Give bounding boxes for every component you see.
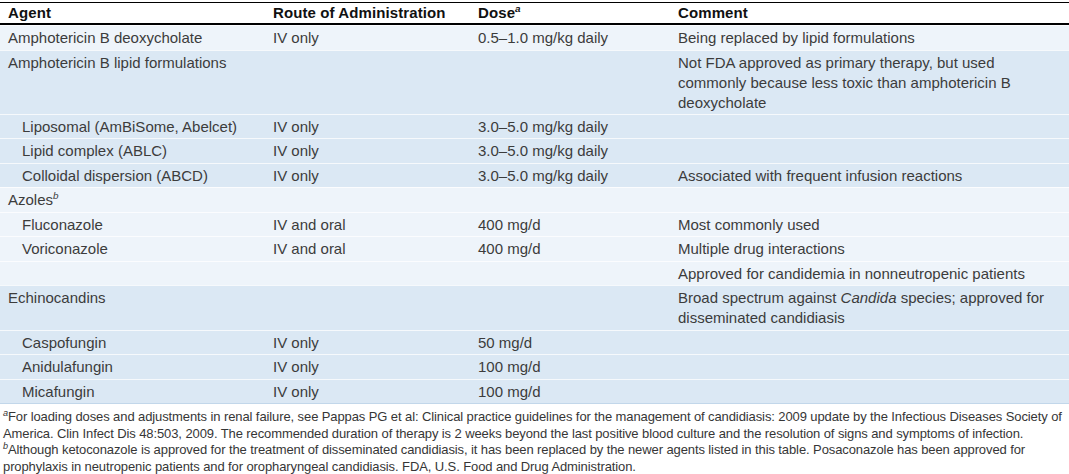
column-header-route: Route of Administration [273,4,478,22]
comment-text: Broad spectrum against [678,289,841,306]
dose-footnote-marker: a [515,3,521,14]
route-cell: IV only [273,163,478,188]
table-row-azoles: Azolesb [0,187,1069,212]
agent-cell: Amphotericin B deoxycholate [0,25,273,50]
route-cell: IV and oral [273,212,478,237]
route-cell: IV only [273,379,478,404]
agent-cell [0,261,273,286]
table-row-fluconazole: Fluconazole IV and oral 400 mg/d Most co… [0,212,1069,237]
agent-cell: Lipid complex (ABLC) [0,138,273,163]
footnote-b-text: Although ketoconazole is approved for th… [3,442,1025,474]
table-header-row: Agent Route of Administration Dosea Comm… [0,2,1069,25]
agent-cell: Micafungin [0,379,273,404]
route-cell [273,285,478,330]
candida-italic-text: Candida [841,289,897,306]
footnote-a-text: For loading doses and adjustments in ren… [3,409,1062,441]
table-row-colloidal-dispersion: Colloidal dispersion (ABCD) IV only 3.0–… [0,163,1069,188]
agent-cell: Colloidal dispersion (ABCD) [0,163,273,188]
route-cell [273,50,478,114]
table-row-micafungin: Micafungin IV only 100 mg/d [0,379,1069,404]
table-row-liposomal: Liposomal (AmBiSome, Abelcet) IV only 3.… [0,114,1069,139]
dose-cell [478,261,678,286]
azoles-footnote-marker: b [53,190,59,201]
route-cell: IV and oral [273,236,478,261]
dose-cell: 400 mg/d [478,236,678,261]
dose-cell: 100 mg/d [478,379,678,404]
antifungal-agents-table-page: Agent Route of Administration Dosea Comm… [0,0,1069,474]
route-cell: IV only [273,138,478,163]
comment-cell: Multiple drug interactions [678,236,1069,261]
dose-header-label: Dose [478,4,515,21]
agent-cell: Amphotericin B lipid formulations [0,50,273,114]
comment-cell: Being replaced by lipid formulations [678,25,1069,50]
comment-cell [678,187,1069,212]
dose-cell: 3.0–5.0 mg/kg daily [478,114,678,139]
table-row-voriconazole-extra-comment: Approved for candidemia in nonneutropeni… [0,261,1069,286]
agent-label: Azoles [8,191,53,208]
route-cell: IV only [273,354,478,379]
column-header-comment: Comment [678,4,1069,22]
table-row-lipid-complex: Lipid complex (ABLC) IV only 3.0–5.0 mg/… [0,138,1069,163]
comment-cell [678,354,1069,379]
agent-cell: Anidulafungin [0,354,273,379]
column-header-agent: Agent [0,4,273,22]
route-cell [273,187,478,212]
route-cell: IV only [273,25,478,50]
agent-cell: Echinocandins [0,285,273,330]
table-row-amphotericin-b-lipid-formulations: Amphotericin B lipid formulations Not FD… [0,50,1069,114]
dose-cell: 400 mg/d [478,212,678,237]
route-cell [273,261,478,286]
table-row-voriconazole: Voriconazole IV and oral 400 mg/d Multip… [0,236,1069,261]
dose-cell: 3.0–5.0 mg/kg daily [478,163,678,188]
table-footnotes: aFor loading doses and adjustments in re… [0,404,1069,474]
route-cell: IV only [273,330,478,355]
dose-cell [478,187,678,212]
dose-cell [478,50,678,114]
dose-cell: 100 mg/d [478,354,678,379]
dose-cell: 3.0–5.0 mg/kg daily [478,138,678,163]
comment-cell [678,330,1069,355]
dose-cell [478,285,678,330]
comment-cell: Approved for candidemia in nonneutropeni… [678,261,1069,286]
table-row-caspofungin: Caspofungin IV only 50 mg/d [0,330,1069,355]
comment-cell [678,114,1069,139]
comment-cell: Not FDA approved as primary therapy, but… [678,50,1069,114]
dose-cell: 50 mg/d [478,330,678,355]
comment-cell: Most commonly used [678,212,1069,237]
agent-cell: Azolesb [0,187,273,212]
table-body: Amphotericin B deoxycholate IV only 0.5–… [0,25,1069,404]
agent-cell: Fluconazole [0,212,273,237]
comment-cell [678,379,1069,404]
comment-cell [678,138,1069,163]
comment-cell: Associated with frequent infusion reacti… [678,163,1069,188]
table-row-anidulafungin: Anidulafungin IV only 100 mg/d [0,354,1069,379]
route-cell: IV only [273,114,478,139]
comment-cell: Broad spectrum against Candida species; … [678,285,1069,330]
column-header-dose: Dosea [478,4,678,22]
table-row-echinocandins: Echinocandins Broad spectrum against Can… [0,285,1069,330]
dose-cell: 0.5–1.0 mg/kg daily [478,25,678,50]
agent-cell: Liposomal (AmBiSome, Abelcet) [0,114,273,139]
table-row-amphotericin-b-deoxycholate: Amphotericin B deoxycholate IV only 0.5–… [0,25,1069,50]
agent-cell: Caspofungin [0,330,273,355]
agent-cell: Voriconazole [0,236,273,261]
